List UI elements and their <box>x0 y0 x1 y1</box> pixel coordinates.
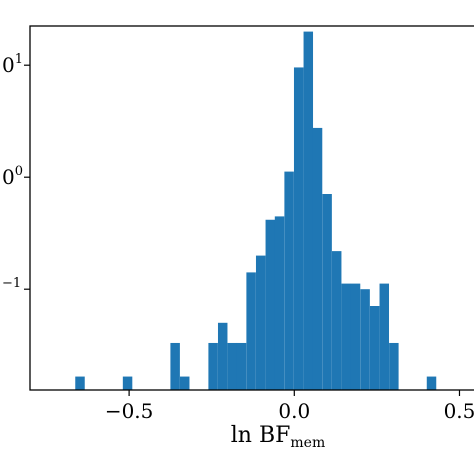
x-tick-label: 0.5 <box>444 399 474 423</box>
histogram-bar <box>122 376 133 390</box>
y-tick-label: −1 <box>2 276 21 291</box>
histogram-bars <box>75 31 437 391</box>
x-tick-label: −0.5 <box>105 399 154 423</box>
y-tick-label: 00 <box>2 164 23 189</box>
histogram-bar <box>265 219 276 390</box>
histogram-bar <box>360 289 370 390</box>
histogram-bar <box>246 272 256 390</box>
histogram-bar <box>312 127 323 391</box>
y-tick-label: 01 <box>2 52 23 77</box>
histogram-bar <box>179 376 190 390</box>
histogram-bar <box>389 342 399 390</box>
x-axis-label: ln BFmem <box>231 423 325 451</box>
plot-frame <box>29 25 474 391</box>
x-tick-label: 0.0 <box>278 399 310 423</box>
histogram-bar <box>170 342 180 390</box>
histogram-bar <box>322 194 332 390</box>
histogram-bar <box>284 171 294 390</box>
histogram-bar <box>274 216 285 390</box>
histogram-bar <box>227 342 238 390</box>
histogram-bar <box>331 251 342 390</box>
y-axis-ticks: 01 00 −1 <box>2 52 30 291</box>
histogram-bar <box>75 376 85 390</box>
histogram-bar <box>208 342 218 390</box>
histogram-bar <box>350 283 361 390</box>
histogram-bar <box>217 322 228 390</box>
histogram-bar <box>369 306 380 390</box>
histogram-bar <box>236 342 247 390</box>
histogram-bar <box>379 283 390 390</box>
histogram-bar <box>426 376 437 390</box>
histogram-bar <box>341 283 352 390</box>
histogram-bar <box>303 31 314 390</box>
histogram-bar <box>255 255 266 390</box>
histogram-bar <box>293 67 304 390</box>
x-axis-ticks: −0.5 0.0 0.5 <box>105 390 474 423</box>
